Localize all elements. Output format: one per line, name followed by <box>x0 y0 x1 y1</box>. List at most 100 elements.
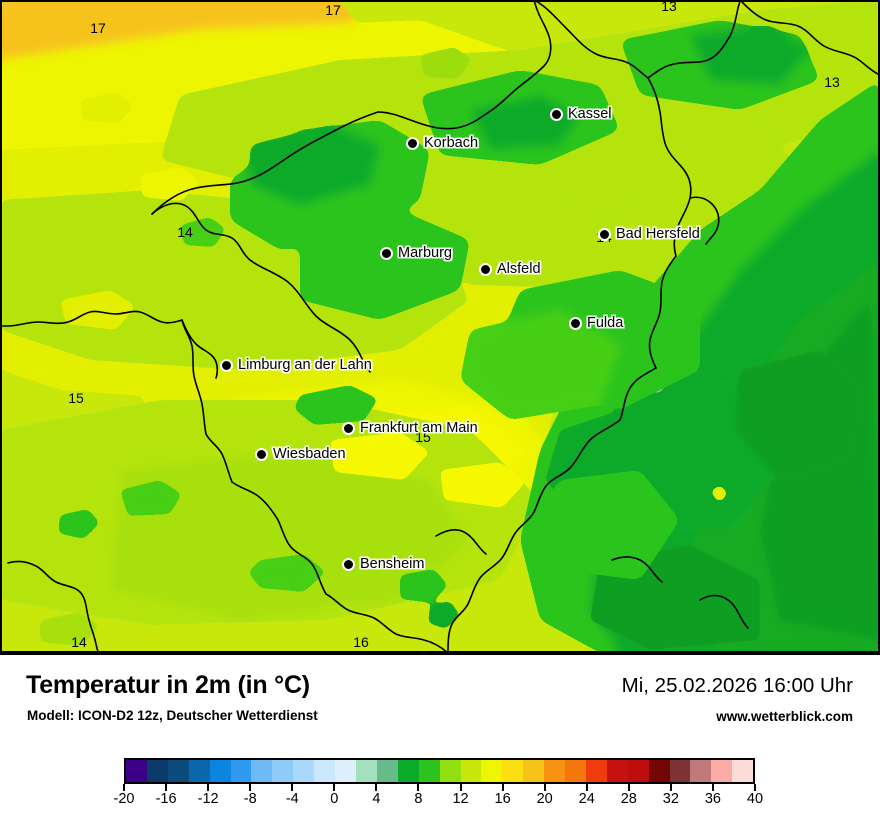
city-dot-icon <box>479 262 492 276</box>
colorbar-tick-label: 4 <box>372 791 381 807</box>
colorbar-tick <box>165 784 168 791</box>
colorbar-swatch <box>167 760 189 782</box>
city-marker: Alsfeld <box>479 261 541 277</box>
city-label: Frankfurt am Main <box>360 420 478 436</box>
colorbar-tick <box>375 784 378 791</box>
colorbar-swatch <box>606 760 628 782</box>
colorbar-tick <box>291 784 294 791</box>
colorbar-swatch <box>146 760 168 782</box>
colorbar-swatch <box>251 760 273 782</box>
city-marker: Limburg an der Lahn <box>220 357 372 373</box>
colorbar-tick-label: -4 <box>285 791 299 807</box>
city-dot-icon <box>220 358 233 372</box>
colorbar: -20 -16 -12 -8 -4 0 4 8 12 16 20 24 28 32 36 40 <box>114 758 763 807</box>
city-label: Korbach <box>424 135 479 151</box>
colorbar-swatch <box>585 760 607 782</box>
city-label: Fulda <box>587 315 624 331</box>
contour-value-label: 13 <box>824 74 840 90</box>
colorbar-tick-label: 32 <box>662 791 679 807</box>
colorbar-tick-label: 8 <box>414 791 423 807</box>
colorbar-tick-label: 40 <box>746 791 764 807</box>
colorbar-tick-label: 20 <box>536 791 553 807</box>
colorbar-tick-label: 28 <box>620 791 637 807</box>
colorbar-swatch <box>272 760 294 782</box>
colorbar-tick <box>669 784 672 791</box>
city-dot-icon <box>342 557 355 571</box>
city-marker: Bad Hersfeld <box>598 226 700 242</box>
city-dot-icon <box>550 107 563 121</box>
colorbar-swatch <box>460 760 482 782</box>
colorbar-swatch <box>376 760 398 782</box>
city-marker: Fulda <box>569 315 623 331</box>
city-dot-icon <box>380 246 393 260</box>
colorbar-ticks <box>123 784 756 792</box>
city-label: Limburg an der Lahn <box>238 357 372 373</box>
contour-value-label: 14 <box>71 634 87 650</box>
temperature-field <box>0 0 880 653</box>
city-dot-icon <box>342 421 355 435</box>
colorbar-tick-label: -12 <box>197 791 219 807</box>
colorbar-swatch <box>439 760 461 782</box>
city-marker: Wiesbaden <box>255 446 346 462</box>
legend-footer: Temperatur in 2m (in °C) Modell: ICON-D2… <box>0 655 880 830</box>
city-label: Kassel <box>568 106 612 122</box>
colorbar-swatch <box>669 760 691 782</box>
colorbar-swatch <box>293 760 315 782</box>
colorbar-tick <box>249 784 252 791</box>
city-dot-icon <box>255 447 268 461</box>
city-label: Wiesbaden <box>273 446 346 462</box>
temperature-map[interactable]: 17171313141415151416 KasselKorbachMarbur… <box>0 0 880 655</box>
colorbar-tick <box>123 784 125 791</box>
colorbar-tick <box>417 784 420 791</box>
colorbar-swatch <box>209 760 231 782</box>
colorbar-swatch <box>355 760 377 782</box>
colorbar-tick <box>627 784 630 791</box>
colorbar-swatch <box>732 760 754 782</box>
city-marker: Kassel <box>550 106 612 122</box>
colorbar-tick-label: 24 <box>578 791 595 807</box>
colorbar-swatch <box>126 760 147 782</box>
colorbar-tick-label: 36 <box>704 791 721 807</box>
colorbar-swatch <box>502 760 524 782</box>
contour-value-label: 14 <box>177 224 193 240</box>
city-label: Bad Hersfeld <box>616 226 700 242</box>
city-dot-icon <box>569 316 582 330</box>
model-subtitle: Modell: ICON-D2 12z, Deutscher Wetterdie… <box>27 708 318 723</box>
colorbar-tick-label: 16 <box>494 791 511 807</box>
colorbar-tick <box>543 784 546 791</box>
city-label: Bensheim <box>360 556 425 572</box>
colorbar-swatch <box>230 760 252 782</box>
colorbar-tick-label: -20 <box>113 791 135 807</box>
colorbar-swatch <box>418 760 440 782</box>
city-marker: Bensheim <box>342 556 424 572</box>
colorbar-tick <box>754 784 756 791</box>
contour-value-label: 15 <box>68 390 84 406</box>
city-dot-icon <box>598 227 611 241</box>
colorbar-swatch <box>481 760 503 782</box>
colorbar-swatch <box>523 760 545 782</box>
page-title: Temperatur in 2m (in °C) <box>26 671 310 699</box>
colorbar-swatch <box>648 760 670 782</box>
city-label: Marburg <box>398 245 452 261</box>
valid-time: Mi, 25.02.2026 16:00 Uhr <box>621 674 853 697</box>
contour-value-label: 15 <box>415 429 431 445</box>
colorbar-tick-labels: -20 -16 -12 -8 -4 0 4 8 12 16 20 24 28 32 36 40 <box>114 791 764 811</box>
colorbar-tick <box>207 784 210 791</box>
colorbar-swatch <box>335 760 356 782</box>
colorbar-tick-label: -16 <box>155 791 177 807</box>
colorbar-swatch <box>711 760 733 782</box>
colorbar-tick-label: -8 <box>243 791 257 807</box>
contour-value-label: 17 <box>90 20 106 36</box>
city-label: Alsfeld <box>497 261 541 277</box>
colorbar-swatch <box>627 760 649 782</box>
colorbar-swatch <box>565 760 586 782</box>
contour-value-label: 17 <box>325 2 341 18</box>
contour-value-label: 16 <box>353 634 369 650</box>
colorbar-tick-label: 12 <box>452 791 469 807</box>
city-marker: Marburg <box>380 245 452 261</box>
city-dot-icon <box>406 136 419 150</box>
colorbar-swatches <box>124 758 755 784</box>
colorbar-swatch <box>690 760 712 782</box>
site-url: www.wetterblick.com <box>716 709 853 724</box>
